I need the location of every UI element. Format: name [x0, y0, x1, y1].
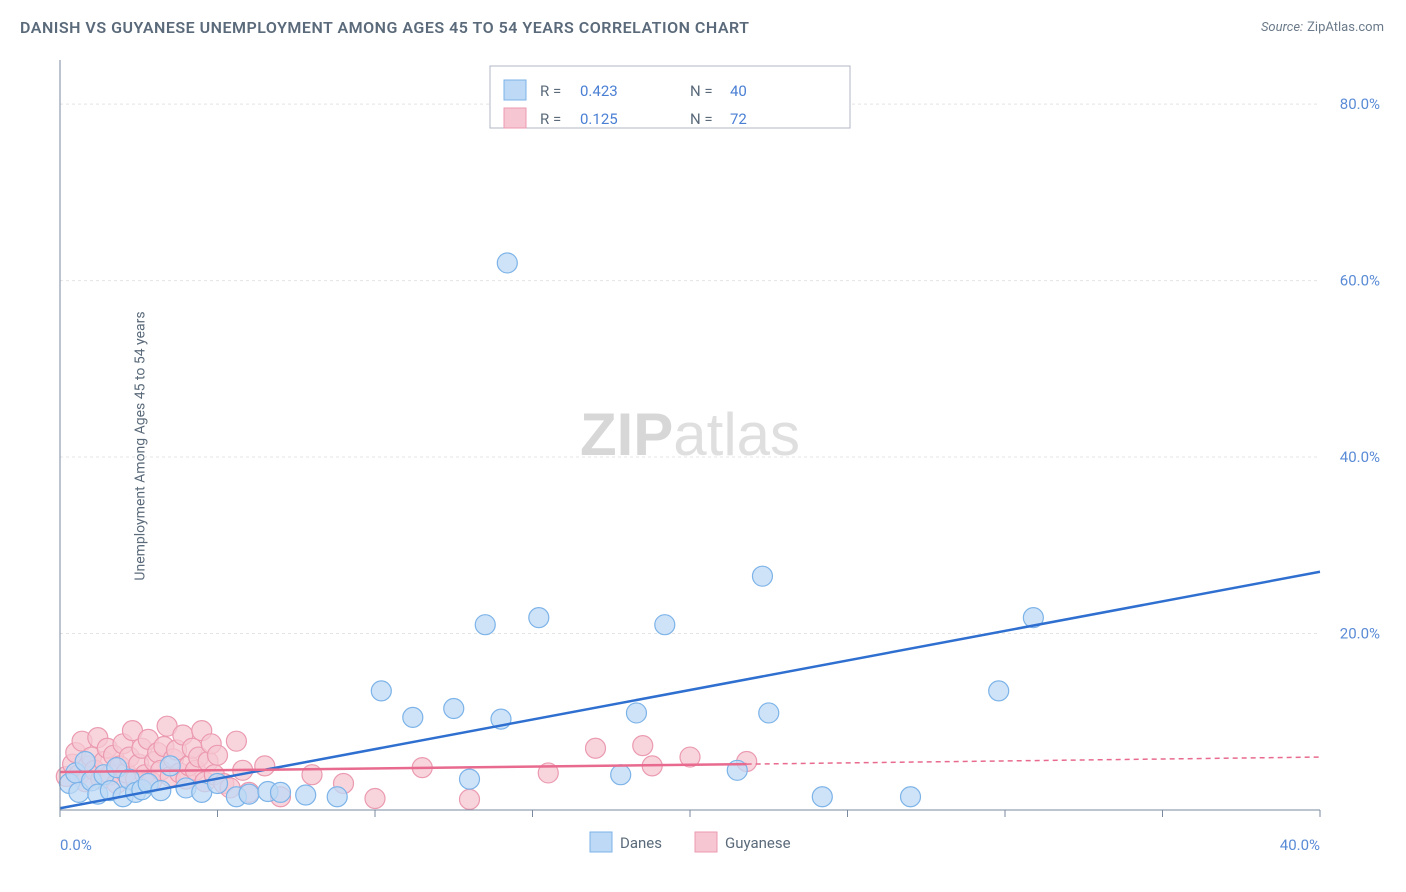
series-label: Guyanese [725, 834, 791, 852]
series-swatch [695, 832, 717, 852]
series-swatch [590, 832, 612, 852]
y-tick-label: 20.0% [1340, 625, 1380, 643]
legend-n-value: 40 [730, 82, 747, 100]
legend-r-value: 0.125 [580, 110, 618, 128]
trend-line [60, 572, 1320, 808]
data-point [475, 615, 495, 635]
data-point [296, 785, 316, 805]
data-point [529, 608, 549, 628]
data-point [271, 782, 291, 802]
data-point [989, 681, 1009, 701]
source-attribution: Source: ZipAtlas.com [1261, 20, 1384, 35]
data-point [812, 787, 832, 807]
y-tick-label: 80.0% [1340, 95, 1380, 113]
watermark: ZIPatlas [580, 401, 800, 468]
x-tick-label: 40.0% [1280, 836, 1320, 854]
data-point [444, 699, 464, 719]
legend-r-label: R = [540, 110, 561, 128]
data-point [633, 736, 653, 756]
legend-n-value: 72 [730, 110, 747, 128]
data-point [586, 738, 606, 758]
data-point [160, 756, 180, 776]
y-tick-label: 60.0% [1340, 272, 1380, 290]
legend-swatch [504, 108, 526, 128]
data-point [239, 784, 259, 804]
data-point [365, 789, 385, 809]
scatter-chart: ZIPatlas 0.0% 40.0% 20.0% 40.0% 60.0% 80.0% R =… [50, 50, 1386, 862]
data-point [655, 615, 675, 635]
data-point [497, 253, 517, 273]
legend-n-label: N = [690, 110, 713, 128]
data-point [460, 789, 480, 809]
data-point [460, 769, 480, 789]
data-point [226, 731, 246, 751]
data-point [75, 751, 95, 771]
data-point [255, 756, 275, 776]
legend-r-value: 0.423 [580, 82, 618, 100]
data-point [626, 703, 646, 723]
data-point [208, 745, 228, 765]
data-point [327, 787, 347, 807]
data-point [611, 765, 631, 785]
chart-area: ZIPatlas 0.0% 40.0% 20.0% 40.0% 60.0% 80.0% R =… [50, 50, 1386, 862]
data-point [371, 681, 391, 701]
data-point [752, 566, 772, 586]
legend-swatch [504, 80, 526, 100]
chart-title: DANISH VS GUYANESE UNEMPLOYMENT AMONG AG… [20, 18, 750, 37]
legend-n-label: N = [690, 82, 713, 100]
legend-r-label: R = [540, 82, 561, 100]
source-value: ZipAtlas.com [1307, 20, 1384, 35]
y-tick-label: 40.0% [1340, 448, 1380, 466]
source-label: Source: [1261, 20, 1303, 35]
series-label: Danes [620, 834, 662, 852]
x-tick-label: 0.0% [60, 836, 92, 854]
data-point [759, 703, 779, 723]
data-point [403, 707, 423, 727]
trend-line-extension [747, 757, 1320, 764]
data-point [901, 787, 921, 807]
data-point [302, 765, 322, 785]
